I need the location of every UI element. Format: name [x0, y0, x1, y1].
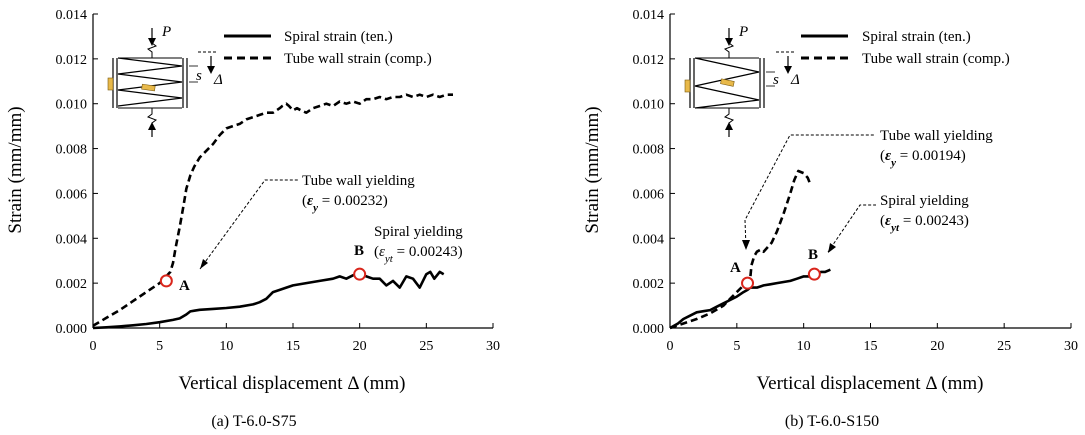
legend-tube-label: Tube wall strain (comp.) [284, 51, 432, 67]
point-marker-b [807, 267, 821, 281]
panel-a-legend: Spiral strain (ten.) Tube wall strain (c… [224, 29, 432, 67]
series-spiral-strain [92, 270, 445, 330]
x-tick-label: 20 [930, 339, 944, 354]
panel-a-plot-area [92, 93, 453, 330]
strain-gauge-wall-icon [107, 77, 114, 91]
inset-background [681, 45, 775, 138]
inset-background [103, 45, 193, 138]
x-tick-label: 25 [419, 339, 433, 354]
x-tick-label: 10 [219, 339, 233, 354]
x-tick-label: 0 [90, 339, 97, 354]
annotation-tube-yielding: Tube wall yielding [880, 128, 993, 144]
spiral-zigzag [117, 57, 183, 107]
point-label-a: A [730, 260, 741, 276]
y-tick-label: 0.006 [56, 187, 88, 202]
annotation-tube-yield-strain: (εy = 0.00232) [302, 193, 388, 214]
spiral-zigzag [694, 57, 760, 109]
panel-b-plot-area [669, 169, 831, 330]
point-label-b: B [808, 247, 818, 263]
annotation-spiral-yielding: Spiral yielding [880, 193, 969, 209]
y-tick-label: 0.002 [633, 277, 665, 292]
panel-a: 0.000 0.002 0.004 0.006 0.008 0.010 0.012 0.014… [5, 8, 500, 430]
y-tick-label: 0.012 [56, 53, 88, 68]
panel-b-caption: (b) T-6.0-S150 [785, 413, 879, 430]
y-tick-label: 0.008 [633, 143, 665, 158]
panel-b-x-axis-label: Vertical displacement Δ (mm) [757, 373, 984, 394]
y-tick-label: 0.010 [633, 98, 665, 113]
inset-pitch-label: s [196, 68, 202, 84]
legend-tube-label: Tube wall strain (comp.) [862, 51, 1010, 67]
inset-disp-label: Δ [790, 72, 800, 88]
inset-pitch-label: s [773, 72, 779, 88]
inset-load-label: P [161, 24, 171, 40]
panel-a-y-axis-label: Strain (mm/mm) [5, 106, 26, 233]
panel-b-legend: Spiral strain (ten.) Tube wall strain (c… [801, 29, 1010, 67]
displacement-arrow-icon [207, 66, 215, 74]
panel-b-y-axis-label: Strain (mm/mm) [582, 106, 603, 233]
displacement-arrow-icon [784, 66, 792, 74]
x-tick-label: 20 [353, 339, 367, 354]
inset-disp-label: Δ [213, 72, 223, 88]
y-tick-label: 0.004 [633, 232, 665, 247]
panel-b-inset: P Δ s [681, 24, 800, 138]
y-tick-label: 0.010 [56, 98, 88, 113]
point-label-b: B [354, 243, 364, 259]
x-tick-label: 10 [797, 339, 811, 354]
annotation-tube-yielding: Tube wall yielding [302, 173, 415, 189]
y-tick-label: 0.004 [56, 232, 88, 247]
y-tick-label: 0.000 [56, 322, 88, 337]
series-tube-wall-strain [669, 169, 812, 330]
panel-a-axes: 0.000 0.002 0.004 0.006 0.008 0.010 0.012 0.014… [56, 8, 501, 354]
panel-a-caption: (a) T-6.0-S75 [211, 413, 296, 430]
y-tick-label: 0.000 [633, 322, 665, 337]
point-marker-a [159, 274, 173, 288]
x-tick-label: 15 [286, 339, 300, 354]
load-arrow-icon [725, 38, 733, 46]
inset-load-label: P [738, 24, 748, 40]
strain-gauge-spiral-icon [720, 78, 735, 87]
x-tick-label: 15 [864, 339, 878, 354]
point-marker-a [741, 276, 755, 290]
x-tick-label: 25 [997, 339, 1011, 354]
panel-b-annotations: Tube wall yielding (εy = 0.00194) Spiral… [730, 128, 993, 276]
strain-gauge-wall-icon [684, 79, 691, 93]
panel-b: 0.000 0.002 0.004 0.006 0.008 0.010 0.012 0.014… [582, 8, 1078, 430]
annotation-spiral-yield-strain: (εyt = 0.00243) [374, 244, 463, 265]
legend-spiral-label: Spiral strain (ten.) [284, 29, 393, 45]
strain-gauge-spiral-icon [141, 83, 156, 92]
y-tick-label: 0.008 [56, 143, 88, 158]
x-tick-label: 30 [486, 339, 500, 354]
x-tick-label: 0 [667, 339, 674, 354]
x-tick-label: 5 [733, 339, 740, 354]
y-tick-label: 0.012 [633, 53, 665, 68]
load-arrow-icon [148, 38, 156, 46]
annotation-tube-yield-strain: (εy = 0.00194) [880, 148, 966, 169]
panel-a-inset: P Δ s [103, 24, 223, 138]
point-label-a: A [179, 278, 190, 294]
panel-a-x-axis-label: Vertical displacement Δ (mm) [179, 373, 406, 394]
panel-a-annotations: Tube wall yielding (εy = 0.00232) Spiral… [179, 173, 463, 294]
legend-spiral-label: Spiral strain (ten.) [862, 29, 971, 45]
y-tick-label: 0.014 [56, 8, 88, 23]
annotation-spiral-yielding: Spiral yielding [374, 224, 463, 240]
point-marker-b [353, 267, 367, 281]
panel-b-axes: 0.000 0.002 0.004 0.006 0.008 0.010 0.012 0.014… [633, 8, 1079, 354]
x-tick-label: 5 [156, 339, 163, 354]
series-tube-wall-strain [92, 93, 453, 327]
y-tick-label: 0.002 [56, 277, 88, 292]
x-tick-label: 30 [1064, 339, 1078, 354]
y-tick-label: 0.014 [633, 8, 665, 23]
annotation-spiral-yield-strain: (εyt = 0.00243) [880, 213, 969, 234]
y-tick-label: 0.006 [633, 187, 665, 202]
